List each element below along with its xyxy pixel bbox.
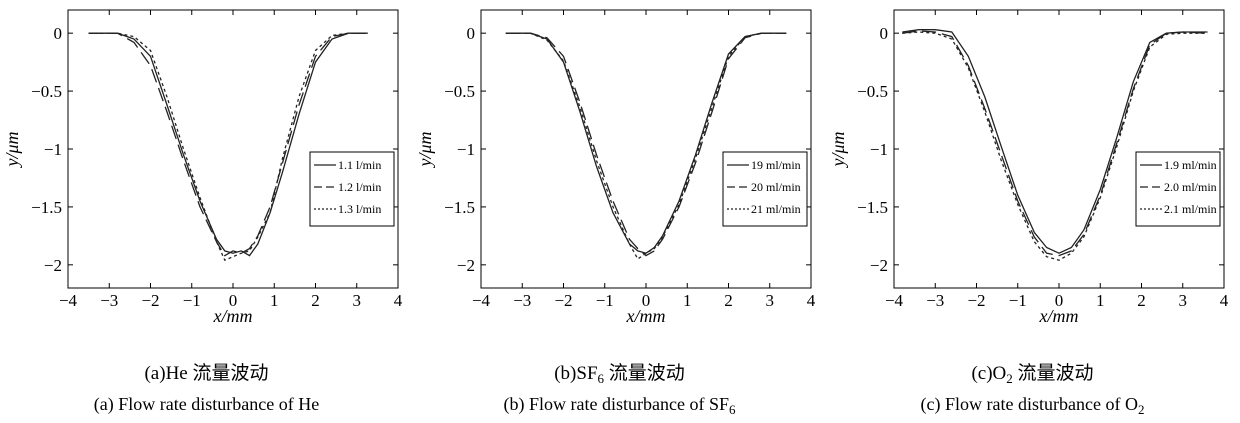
- x-tick-label: −1: [596, 291, 614, 310]
- x-tick-label: −2: [141, 291, 159, 310]
- y-tick-label: −1.5: [857, 198, 888, 217]
- y-axis-label: y/μm: [415, 131, 435, 168]
- x-tick-label: 0: [229, 291, 238, 310]
- line-chart-a: −4 −3 −2 −1 0 1 2 3 4 0 −0.5 −1 −1.5 −2 x/mm y/μm 1.1 l/…: [2, 9, 403, 326]
- series-line-2: [88, 32, 374, 257]
- series-line-1: [88, 32, 365, 257]
- legend-box: [309, 151, 395, 227]
- series-line-1: [902, 29, 1208, 254]
- x-tick-label: 4: [1220, 291, 1229, 310]
- x-tick-label: 4: [394, 291, 403, 310]
- legend-label: 1.9 ml/min: [1164, 158, 1217, 172]
- series-line-3: [902, 31, 1208, 261]
- caption-en-a: (a) Flow rate disturbance of He: [93, 394, 320, 414]
- y-tick-label: −2: [870, 256, 888, 275]
- x-tick-label: 0: [1055, 291, 1064, 310]
- x-tick-label: −1: [183, 291, 201, 310]
- chart-panel-a: −4 −3 −2 −1 0 1 2 3 4 0 −0.5 −1 −1.5 −2 x/mm y/μm 1.1 l/…: [0, 0, 413, 423]
- legend-box: [1135, 151, 1221, 227]
- x-tick-label: 1: [270, 291, 279, 310]
- caption-en-c: (c) Flow rate disturbance of O2: [920, 394, 1145, 417]
- legend-label: 1.3 l/min: [338, 202, 381, 216]
- legend-label: 19 ml/min: [751, 158, 801, 172]
- y-tick-label: −1.5: [31, 198, 62, 217]
- x-tick-label: −1: [1009, 291, 1027, 310]
- x-axis-label: x/mm: [1039, 306, 1079, 326]
- x-tick-label: −2: [554, 291, 572, 310]
- legend-box: [722, 151, 808, 227]
- y-tick-label: −1: [870, 140, 888, 159]
- y-tick-label: −1: [44, 140, 62, 159]
- y-tick-label: 0: [467, 24, 476, 43]
- y-tick-label: −0.5: [857, 82, 888, 101]
- legend-label: 2.1 ml/min: [1164, 202, 1217, 216]
- x-tick-label: −3: [513, 291, 531, 310]
- x-tick-label: 4: [807, 291, 816, 310]
- y-tick-label: −1.5: [444, 198, 475, 217]
- x-tick-label: 3: [353, 291, 362, 310]
- caption-en-b: (b) Flow rate disturbance of SF6: [503, 394, 736, 417]
- legend-label: 1.1 l/min: [338, 158, 381, 172]
- series-line-2: [505, 32, 787, 257]
- x-tick-label: 2: [1137, 291, 1146, 310]
- x-axis-label: x/mm: [213, 306, 253, 326]
- legend-label: 21 ml/min: [751, 202, 801, 216]
- y-tick-label: −2: [44, 256, 62, 275]
- series-line-2: [902, 30, 1208, 257]
- caption-cn-c: (c)O2 流量波动: [971, 363, 1094, 386]
- x-tick-label: −4: [59, 291, 78, 310]
- series-line-1: [505, 32, 787, 254]
- x-tick-label: −4: [472, 291, 491, 310]
- x-tick-label: 2: [724, 291, 733, 310]
- x-axis-label: x/mm: [626, 306, 666, 326]
- y-tick-label: 0: [54, 24, 63, 43]
- line-chart-b: −4 −3 −2 −1 0 1 2 3 4 0 −0.5 −1 −1.5 −2 x/mm y/μm 19 ml/…: [415, 9, 816, 326]
- legend-label: 1.2 l/min: [338, 180, 381, 194]
- y-tick-label: −0.5: [444, 82, 475, 101]
- x-tick-label: −4: [885, 291, 904, 310]
- line-chart-c: −4 −3 −2 −1 0 1 2 3 4 0 −0.5 −1 −1.5 −2 x/mm y/μm 1.9 ml…: [828, 9, 1229, 326]
- x-tick-label: 3: [1179, 291, 1188, 310]
- y-tick-label: −2: [457, 256, 475, 275]
- y-tick-label: 0: [880, 24, 889, 43]
- chart-panel-c: −4 −3 −2 −1 0 1 2 3 4 0 −0.5 −1 −1.5 −2 x/mm y/μm 1.9 ml…: [826, 0, 1239, 423]
- x-tick-label: −2: [967, 291, 985, 310]
- x-tick-label: −3: [100, 291, 118, 310]
- x-tick-label: 2: [311, 291, 320, 310]
- caption-cn-a: (a)He 流量波动: [144, 363, 269, 384]
- y-tick-label: −0.5: [31, 82, 62, 101]
- x-tick-label: −3: [926, 291, 944, 310]
- legend-label: 2.0 ml/min: [1164, 180, 1217, 194]
- y-tick-label: −1: [457, 140, 475, 159]
- x-tick-label: 1: [1096, 291, 1105, 310]
- legend-label: 20 ml/min: [751, 180, 801, 194]
- x-tick-label: 3: [766, 291, 775, 310]
- plot-frame: [893, 9, 1225, 289]
- caption-cn-b: (b)SF6 流量波动: [554, 363, 685, 386]
- x-tick-label: 1: [683, 291, 692, 310]
- y-axis-label: y/μm: [2, 131, 22, 168]
- x-tick-label: 0: [642, 291, 651, 310]
- plot-frame: [67, 9, 399, 289]
- chart-panel-b: −4 −3 −2 −1 0 1 2 3 4 0 −0.5 −1 −1.5 −2 x/mm y/μm 19 ml/…: [413, 0, 826, 423]
- y-axis-label: y/μm: [828, 131, 848, 168]
- plot-frame: [480, 9, 812, 289]
